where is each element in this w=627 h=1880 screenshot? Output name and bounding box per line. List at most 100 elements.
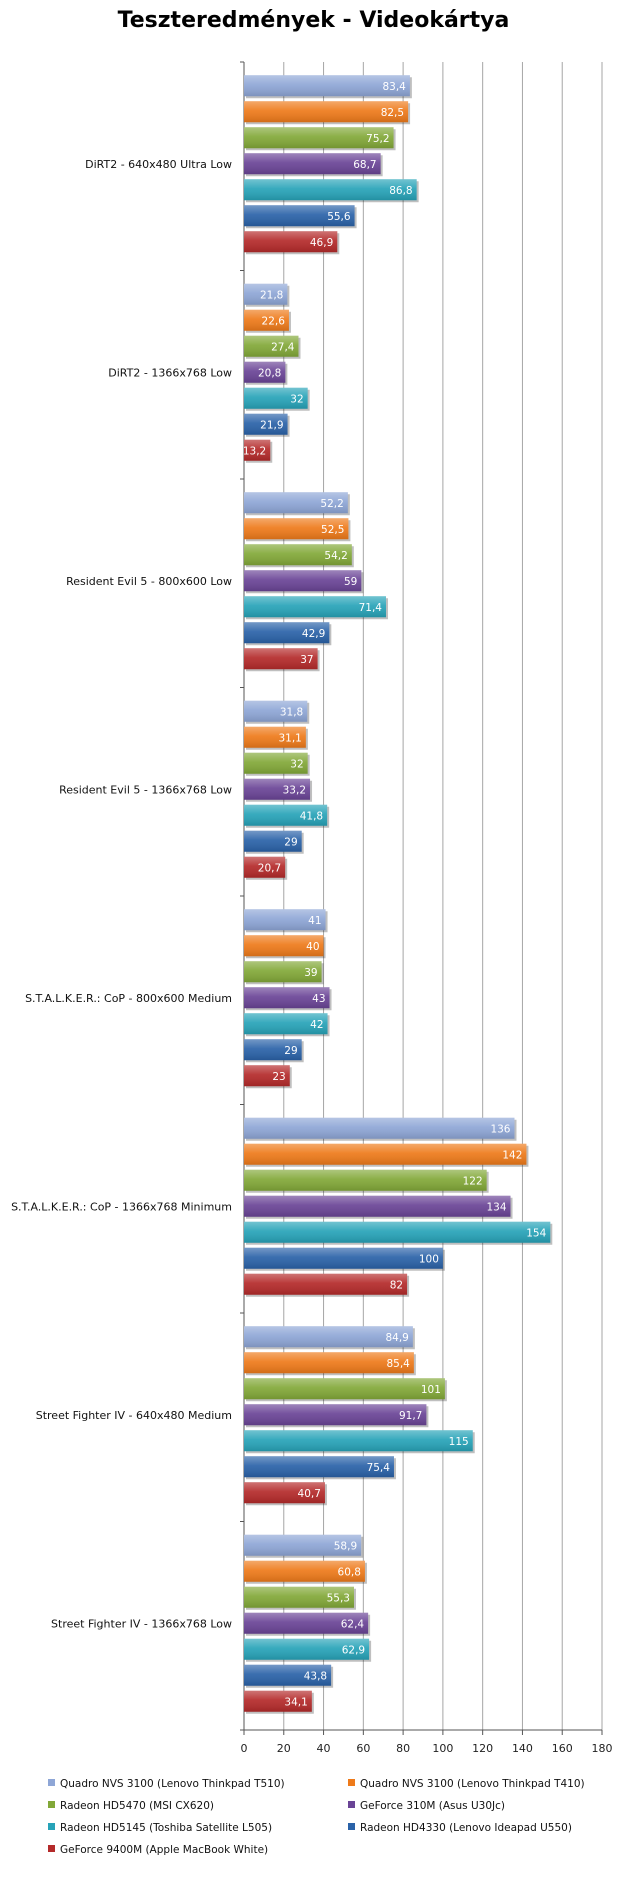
data-label: 40	[306, 941, 319, 953]
category-label: S.T.A.L.K.E.R.: CoP - 800x600 Medium	[25, 992, 232, 1005]
data-label: 13,2	[243, 445, 266, 457]
bar-gloss	[244, 518, 349, 540]
data-label: 86,8	[389, 185, 412, 197]
bar-gloss	[244, 361, 286, 383]
bar-gloss	[244, 1326, 413, 1348]
legend-swatch	[48, 1779, 55, 1786]
data-label: 32	[290, 758, 303, 770]
bar-gloss	[244, 309, 289, 331]
data-label: 52,5	[321, 524, 344, 536]
bar-gloss	[244, 283, 288, 305]
data-label: 40,7	[298, 1488, 321, 1500]
data-label: 115	[449, 1436, 469, 1448]
data-label: 101	[421, 1384, 441, 1396]
x-tick-label: 100	[432, 1742, 453, 1755]
legend-label: GeForce 310M (Asus U30Jc)	[360, 1800, 506, 1812]
category-label: DiRT2 - 640x480 Ultra Low	[85, 158, 232, 171]
bar-gloss	[244, 153, 381, 175]
bar-gloss	[244, 935, 324, 957]
data-label: 54,2	[324, 550, 347, 562]
data-label: 122	[463, 1175, 483, 1187]
bar-gloss	[244, 1143, 527, 1165]
bar-gloss	[244, 544, 352, 566]
category-label: Resident Evil 5 - 1366x768 Low	[59, 783, 232, 796]
bar-gloss	[244, 1169, 487, 1191]
data-label: 154	[526, 1227, 546, 1239]
bar-gloss	[244, 804, 328, 826]
bar-gloss	[244, 1404, 427, 1426]
data-label: 71,4	[359, 602, 383, 614]
data-label: 85,4	[386, 1358, 410, 1370]
legend-item: GeForce 9400M (Apple MacBook White)	[48, 1844, 268, 1856]
data-label: 33,2	[283, 784, 306, 796]
bar-gloss	[244, 439, 271, 461]
legend-swatch	[48, 1801, 55, 1808]
category-label: S.T.A.L.K.E.R.: CoP - 1366x768 Minimum	[11, 1200, 232, 1213]
bar-gloss	[244, 1247, 443, 1269]
legend-item: GeForce 310M (Asus U30Jc)	[348, 1800, 505, 1812]
bar-gloss	[244, 648, 318, 670]
data-label: 52,2	[320, 498, 343, 510]
legend-swatch	[348, 1801, 355, 1808]
bar-gloss	[244, 1456, 394, 1478]
bar-gloss	[244, 1065, 290, 1087]
bar-gloss	[244, 1586, 354, 1608]
x-tick-label: 20	[277, 1742, 291, 1755]
data-label: 42	[310, 1019, 323, 1031]
data-label: 84,9	[385, 1332, 408, 1344]
data-label: 142	[502, 1149, 522, 1161]
bar-gloss	[244, 726, 306, 748]
bar-gloss	[244, 1482, 325, 1504]
bar-gloss	[244, 1117, 515, 1139]
data-label: 46,9	[310, 237, 333, 249]
bar-gloss	[244, 1195, 511, 1217]
bar-gloss	[244, 1638, 370, 1660]
legend-swatch	[48, 1845, 55, 1852]
bar-gloss	[244, 1534, 362, 1556]
data-label: 75,4	[367, 1462, 391, 1474]
data-label: 68,7	[353, 159, 376, 171]
bar-gloss	[244, 700, 308, 722]
bar-gloss	[244, 1221, 551, 1243]
bar-gloss	[244, 1378, 445, 1400]
bar-gloss	[244, 231, 338, 253]
bar-gloss	[244, 205, 355, 227]
data-label: 58,9	[334, 1540, 357, 1552]
data-label: 43,8	[304, 1670, 327, 1682]
bar-gloss	[244, 570, 362, 592]
x-tick-label: 60	[356, 1742, 370, 1755]
bar-gloss	[244, 909, 326, 931]
data-label: 32	[290, 393, 303, 405]
bar-gloss	[244, 492, 348, 514]
data-label: 62,4	[341, 1618, 365, 1630]
legend-label: Radeon HD4330 (Lenovo Ideapad U550)	[360, 1822, 572, 1834]
bar-gloss	[244, 127, 394, 149]
data-label: 41,8	[300, 810, 323, 822]
x-tick-label: 160	[552, 1742, 573, 1755]
bar-gloss	[244, 387, 308, 409]
bar-gloss	[244, 75, 410, 97]
category-label: Street Fighter IV - 1366x768 Low	[51, 1617, 232, 1630]
bar-gloss	[244, 1664, 332, 1686]
data-label: 31,1	[278, 732, 301, 744]
data-label: 136	[490, 1123, 510, 1135]
bar-gloss	[244, 1612, 369, 1634]
data-label: 82	[390, 1279, 403, 1291]
x-tick-label: 120	[472, 1742, 493, 1755]
bar-gloss	[244, 1039, 302, 1061]
data-label: 43	[312, 993, 325, 1005]
data-label: 27,4	[271, 341, 295, 353]
legend-label: Radeon HD5470 (MSI CX620)	[60, 1800, 214, 1812]
data-label: 134	[486, 1201, 506, 1213]
bar-gloss	[244, 1690, 312, 1712]
data-label: 20,8	[258, 367, 281, 379]
data-label: 82,5	[381, 107, 404, 119]
data-label: 42,9	[302, 628, 325, 640]
legend-item: Quadro NVS 3100 (Lenovo Thinkpad T410)	[348, 1778, 585, 1790]
data-label: 59	[344, 576, 357, 588]
legend-item: Radeon HD4330 (Lenovo Ideapad U550)	[348, 1822, 572, 1834]
category-label: Street Fighter IV - 640x480 Medium	[36, 1409, 232, 1422]
legend-swatch	[348, 1823, 355, 1830]
data-label: 20,7	[258, 862, 281, 874]
bar-gloss	[244, 335, 299, 357]
